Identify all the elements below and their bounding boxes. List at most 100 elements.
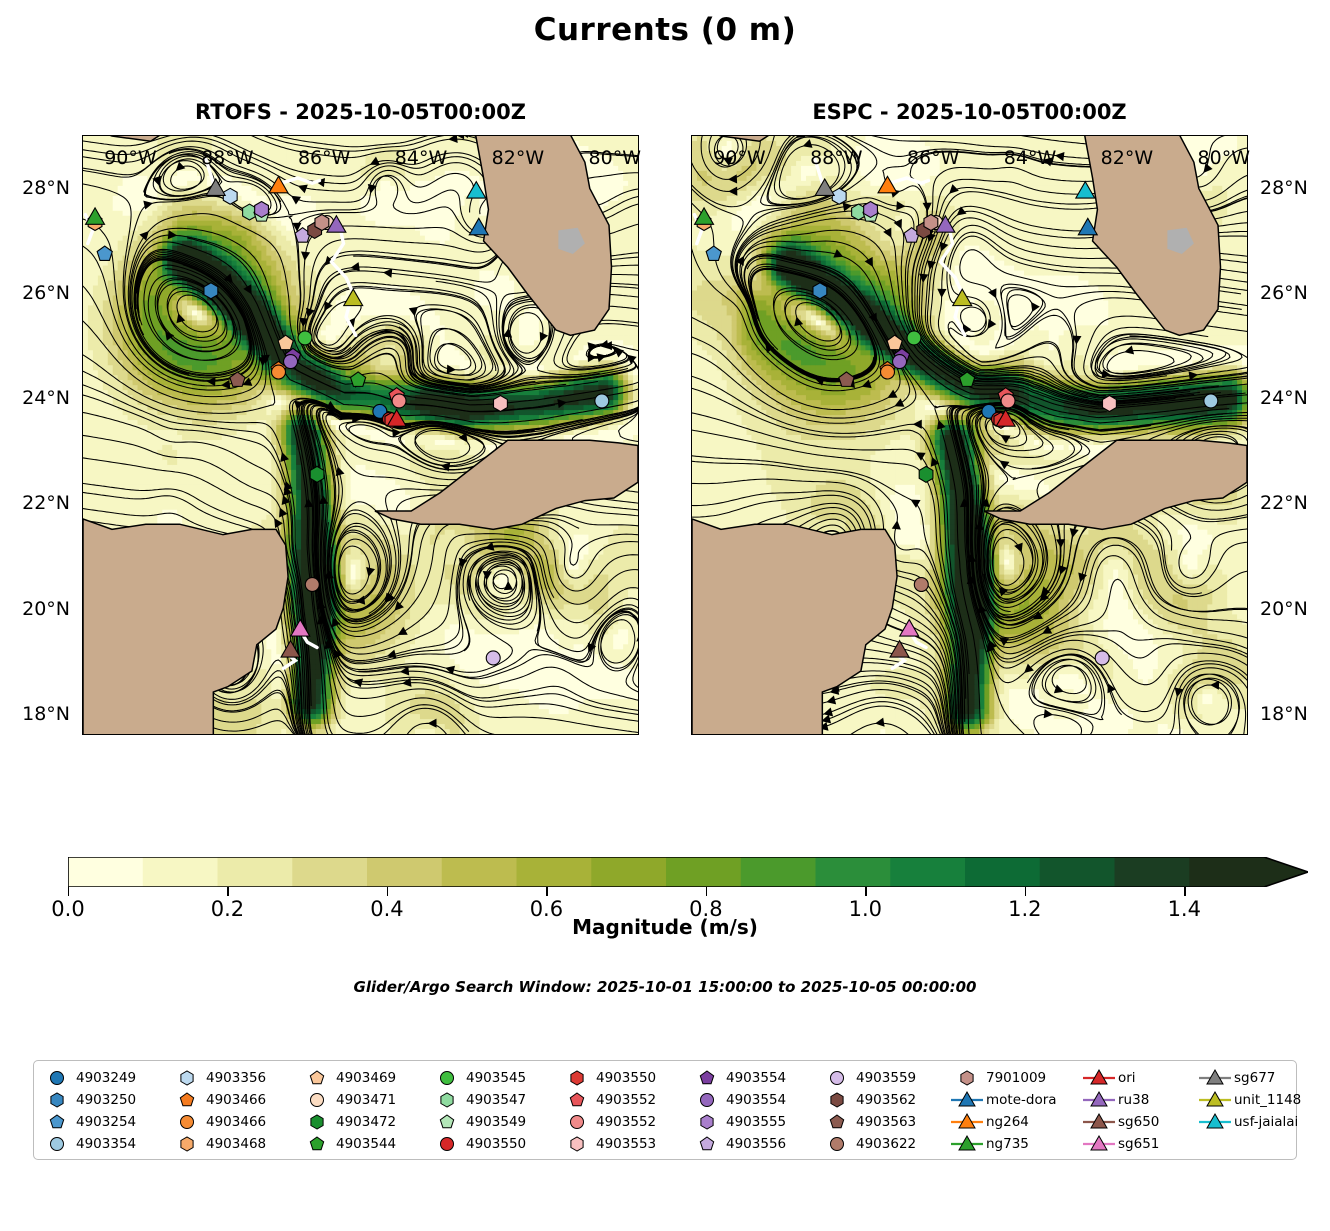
legend-item-ru38[interactable]: ru38	[1082, 1089, 1198, 1111]
platform-marker-4903553[interactable]	[492, 394, 508, 413]
platform-marker-4903254[interactable]	[705, 245, 722, 262]
platform-marker-sg651[interactable]	[898, 618, 920, 637]
platform-marker-4903354[interactable]	[594, 393, 610, 409]
platform-marker-4903622[interactable]	[304, 576, 320, 593]
platform-marker-4903563[interactable]	[838, 371, 855, 387]
current-field-map-espc[interactable]	[692, 136, 1247, 734]
legend-item-4903254[interactable]: 4903254	[40, 1111, 170, 1133]
legend-item-4903544[interactable]: 4903544	[300, 1133, 430, 1155]
platform-markers[interactable]	[84, 175, 610, 666]
legend-item-4903554[interactable]: 4903554	[690, 1089, 820, 1111]
platform-marker-4903472[interactable]	[309, 465, 325, 483]
platform-marker-7901009[interactable]	[923, 213, 939, 232]
legend-item-4903550[interactable]: 4903550	[430, 1133, 560, 1155]
platform-marker-4903553[interactable]	[1101, 394, 1117, 413]
platform-marker-ru38[interactable]	[934, 214, 956, 233]
platform-marker-ng264[interactable]	[877, 175, 898, 194]
legend-item-4903559[interactable]: 4903559	[820, 1067, 950, 1089]
platform-marker-ng735[interactable]	[84, 206, 106, 225]
legend-item-4903553[interactable]: 4903553	[560, 1133, 690, 1155]
legend-item-4903552[interactable]: 4903552	[560, 1111, 690, 1133]
legend-item-sg677[interactable]: sg677	[1198, 1067, 1316, 1089]
platform-marker-4903356[interactable]	[222, 187, 238, 205]
legend-item-unit_1148[interactable]: unit_1148	[1198, 1089, 1316, 1111]
legend-item-mote-dora[interactable]: mote-dora	[950, 1089, 1082, 1111]
platform-marker-ru38[interactable]	[325, 214, 347, 233]
platform-marker-mote-dora[interactable]	[468, 217, 490, 236]
legend-item-4903249[interactable]: 4903249	[40, 1067, 170, 1089]
platform-marker-4903559[interactable]	[485, 650, 501, 666]
legend-item-4903356[interactable]: 4903356	[170, 1067, 300, 1089]
platform-markers[interactable]	[693, 175, 1219, 666]
legend-item-ng735[interactable]: ng735	[950, 1133, 1082, 1155]
legend-item-4903466[interactable]: 4903466	[170, 1111, 300, 1133]
legend-item-ng264[interactable]: ng264	[950, 1111, 1082, 1133]
platform-marker-4903544[interactable]	[349, 371, 367, 387]
platform-marker-4903559[interactable]	[1094, 650, 1110, 666]
platform-marker-mote-dora[interactable]	[1077, 217, 1099, 236]
legend-item-4903468[interactable]: 4903468	[170, 1133, 300, 1155]
legend-item-4903354[interactable]: 4903354	[40, 1133, 170, 1155]
platform-marker-4903356[interactable]	[831, 187, 847, 205]
legend-item-4903554[interactable]: 4903554	[690, 1067, 820, 1089]
platform-marker-4903545[interactable]	[906, 330, 922, 346]
legend-item-ori[interactable]: ori	[1082, 1067, 1198, 1089]
platform-marker-7901009[interactable]	[314, 213, 330, 232]
legend-item-4903472[interactable]: 4903472	[300, 1111, 430, 1133]
platform-marker-4903555[interactable]	[254, 200, 269, 219]
legend-item-4903549[interactable]: 4903549	[430, 1111, 560, 1133]
platform-marker-sg677[interactable]	[205, 177, 227, 196]
legend-item-4903622[interactable]: 4903622	[820, 1133, 950, 1155]
legend-item-4903466[interactable]: 4903466	[170, 1089, 300, 1111]
platform-marker-sg650[interactable]	[280, 639, 301, 658]
platform-marker-4903555[interactable]	[863, 200, 878, 219]
platform-marker-4903545[interactable]	[297, 330, 313, 346]
platform-marker-4903469[interactable]	[277, 334, 294, 351]
platform-marker-4903249[interactable]	[981, 403, 997, 419]
platform-marker-ori[interactable]	[995, 408, 1017, 427]
platform-marker-4903354[interactable]	[1203, 393, 1219, 409]
legend-item-4903562[interactable]: 4903562	[820, 1089, 950, 1111]
legend-item-4903545[interactable]: 4903545	[430, 1067, 560, 1089]
platform-marker-4903254[interactable]	[96, 245, 113, 262]
platform-marker-ng264[interactable]	[268, 175, 289, 194]
legend-item-usf-jaialai[interactable]: usf-jaialai	[1198, 1111, 1316, 1133]
platform-marker-4903552[interactable]	[1000, 393, 1016, 409]
platform-marker-usf-jaialai[interactable]	[1074, 180, 1096, 199]
platform-marker-4903469[interactable]	[886, 334, 903, 351]
legend-item-4903250[interactable]: 4903250	[40, 1089, 170, 1111]
platform-marker-ori[interactable]	[386, 408, 408, 427]
legend-item-4903555[interactable]: 4903555	[690, 1111, 820, 1133]
legend-item-4903550[interactable]: 4903550	[560, 1067, 690, 1089]
platform-marker-4903563[interactable]	[229, 371, 246, 387]
platform-marker-4903250[interactable]	[203, 282, 219, 300]
platform-marker-4903552[interactable]	[391, 393, 407, 409]
legend-item-4903471[interactable]: 4903471	[300, 1089, 430, 1111]
map-frame-rtofs[interactable]	[82, 135, 639, 735]
legend-item-sg650[interactable]: sg650	[1082, 1111, 1198, 1133]
legend-item-sg651[interactable]: sg651	[1082, 1133, 1198, 1155]
platform-marker-4903249[interactable]	[372, 403, 388, 419]
platform-marker-4903554[interactable]	[283, 354, 299, 370]
platform-marker-sg677[interactable]	[814, 177, 836, 196]
platform-marker-sg651[interactable]	[289, 618, 311, 637]
legend-item-4903547[interactable]: 4903547	[430, 1089, 560, 1111]
legend-item-7901009[interactable]: 7901009	[950, 1067, 1082, 1089]
platform-marker-4903466[interactable]	[270, 364, 287, 380]
platform-marker-unit_1148[interactable]	[342, 288, 364, 307]
platform-marker-usf-jaialai[interactable]	[465, 180, 487, 199]
platform-marker-4903544[interactable]	[958, 371, 976, 387]
platform-marker-4903466[interactable]	[879, 364, 896, 380]
legend-item-4903563[interactable]: 4903563	[820, 1111, 950, 1133]
platform-marker-4903472[interactable]	[918, 465, 934, 483]
map-frame-espc[interactable]	[691, 135, 1248, 735]
legend-item-4903556[interactable]: 4903556	[690, 1133, 820, 1155]
platform-marker-ng735[interactable]	[693, 206, 715, 225]
platform-marker-4903554[interactable]	[892, 354, 908, 370]
legend-item-4903552[interactable]: 4903552	[560, 1089, 690, 1111]
platform-marker-unit_1148[interactable]	[951, 288, 973, 307]
current-field-map-rtofs[interactable]	[83, 136, 638, 734]
platform-marker-sg650[interactable]	[889, 639, 910, 658]
legend-item-4903469[interactable]: 4903469	[300, 1067, 430, 1089]
platform-marker-4903250[interactable]	[812, 282, 828, 300]
